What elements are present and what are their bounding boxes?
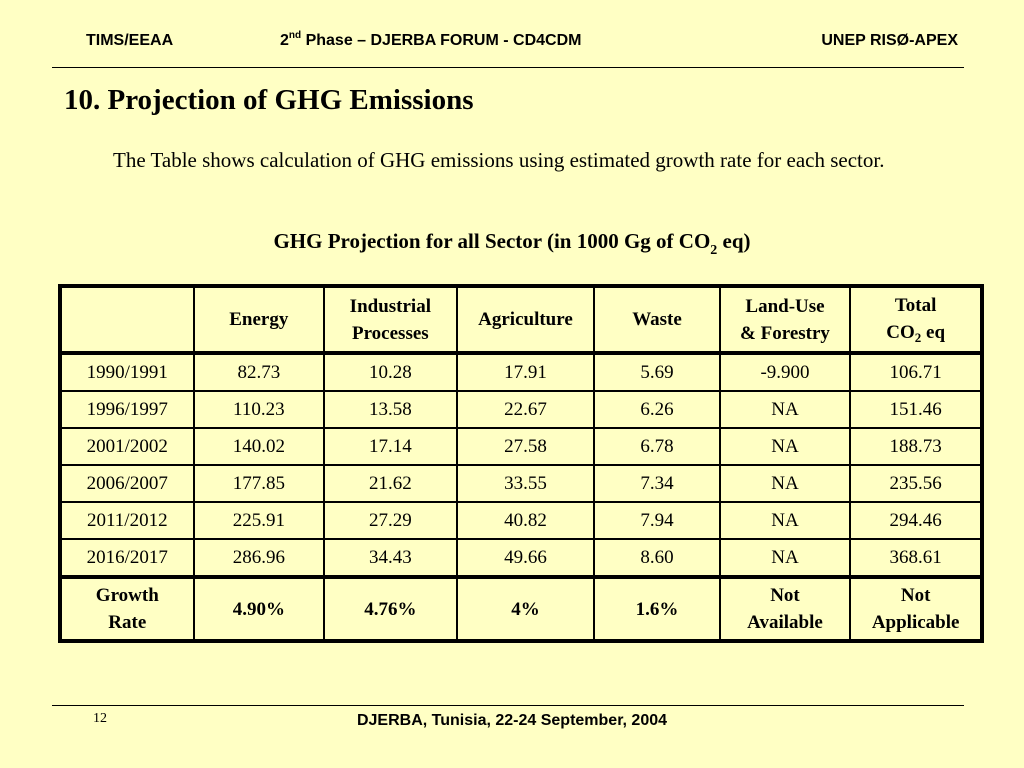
cell-land-use: NA bbox=[719, 391, 851, 428]
table-caption: GHG Projection for all Sector (in 1000 G… bbox=[0, 229, 1024, 258]
growth-rate-row: Growth Rate 4.90% 4.76% 4% 1.6% Not Availa… bbox=[61, 576, 981, 640]
cell-total: 294.46 bbox=[850, 502, 981, 539]
cell-waste: 7.94 bbox=[594, 502, 720, 539]
cell-period: 2016/2017 bbox=[61, 539, 194, 576]
cell-total: 151.46 bbox=[850, 391, 981, 428]
caption-end: eq) bbox=[717, 229, 751, 253]
growth-label: Growth Rate bbox=[61, 576, 194, 640]
growth-land-use: Not Available bbox=[719, 576, 851, 640]
cell-total: 368.61 bbox=[850, 539, 981, 576]
growth-waste: 1.6% bbox=[594, 576, 720, 640]
cell-period: 2001/2002 bbox=[61, 428, 194, 465]
cell-energy: 225.91 bbox=[193, 502, 325, 539]
header-cell-waste: Waste bbox=[594, 287, 720, 354]
cell-agriculture: 49.66 bbox=[456, 539, 595, 576]
header-cell-industrial: Industrial Processes bbox=[324, 287, 457, 354]
cell-industrial: 13.58 bbox=[324, 391, 457, 428]
cell-waste: 7.34 bbox=[594, 465, 720, 502]
cell-waste: 6.26 bbox=[594, 391, 720, 428]
header-cell-total: Total CO2 eq bbox=[850, 287, 981, 354]
slide-header: TIMS/EEAA 2nd Phase – DJERBA FORUM - CD4… bbox=[0, 30, 1024, 56]
page-number: 12 bbox=[93, 711, 107, 726]
table-row: 1996/1997 110.23 13.58 22.67 6.26 NA 151… bbox=[61, 391, 981, 428]
cell-total: 235.56 bbox=[850, 465, 981, 502]
caption-main: GHG Projection for all Sector (in 1000 G… bbox=[273, 229, 711, 253]
header-phase-ordinal: nd bbox=[288, 30, 302, 41]
cell-period: 2006/2007 bbox=[61, 465, 194, 502]
cell-energy: 140.02 bbox=[193, 428, 325, 465]
header-cell-land-use: Land-Use & Forestry bbox=[719, 287, 851, 354]
table-row: 2006/2007 177.85 21.62 33.55 7.34 NA 235… bbox=[61, 465, 981, 502]
header-center-text: Phase – DJERBA FORUM - CD4CDM bbox=[301, 32, 582, 49]
slide-title: 10. Projection of GHG Emissions bbox=[64, 84, 474, 116]
header-center-title: 2nd Phase – DJERBA FORUM - CD4CDM bbox=[280, 30, 582, 50]
growth-total: Not Applicable bbox=[850, 576, 981, 640]
cell-land-use: NA bbox=[719, 428, 851, 465]
header-divider bbox=[52, 67, 964, 68]
cell-land-use: NA bbox=[719, 502, 851, 539]
cell-waste: 8.60 bbox=[594, 539, 720, 576]
cell-waste: 6.78 bbox=[594, 428, 720, 465]
footer-text: DJERBA, Tunisia, 22-24 September, 2004 bbox=[356, 712, 668, 729]
table-row: 1990/1991 82.73 10.28 17.91 5.69 -9.900 … bbox=[61, 354, 981, 391]
growth-industrial: 4.76% bbox=[324, 576, 457, 640]
header-cell-agriculture: Agriculture bbox=[456, 287, 595, 354]
table-row: 2011/2012 225.91 27.29 40.82 7.94 NA 294… bbox=[61, 502, 981, 539]
cell-agriculture: 40.82 bbox=[456, 502, 595, 539]
ghg-projection-table: Energy Industrial Processes Agriculture W… bbox=[58, 284, 984, 643]
cell-period: 2011/2012 bbox=[61, 502, 194, 539]
cell-energy: 82.73 bbox=[193, 354, 325, 391]
header-left-org: TIMS/EEAA bbox=[86, 32, 174, 49]
footer-divider bbox=[52, 705, 964, 706]
cell-industrial: 10.28 bbox=[324, 354, 457, 391]
cell-energy: 286.96 bbox=[193, 539, 325, 576]
cell-total: 188.73 bbox=[850, 428, 981, 465]
table-row: 2016/2017 286.96 34.43 49.66 8.60 NA 368… bbox=[61, 539, 981, 576]
cell-agriculture: 33.55 bbox=[456, 465, 595, 502]
growth-energy: 4.90% bbox=[193, 576, 325, 640]
growth-agriculture: 4% bbox=[456, 576, 595, 640]
cell-agriculture: 17.91 bbox=[456, 354, 595, 391]
cell-waste: 5.69 bbox=[594, 354, 720, 391]
intro-paragraph: The Table shows calculation of GHG emiss… bbox=[113, 148, 885, 172]
table-header-row: Energy Industrial Processes Agriculture W… bbox=[61, 287, 981, 354]
cell-land-use: NA bbox=[719, 465, 851, 502]
cell-period: 1996/1997 bbox=[61, 391, 194, 428]
table-row: 2001/2002 140.02 17.14 27.58 6.78 NA 188… bbox=[61, 428, 981, 465]
cell-land-use: -9.900 bbox=[719, 354, 851, 391]
caption-subscript: 2 bbox=[710, 243, 718, 258]
cell-industrial: 34.43 bbox=[324, 539, 457, 576]
cell-industrial: 21.62 bbox=[324, 465, 457, 502]
header-cell-blank bbox=[61, 287, 194, 354]
header-phase-number: 2 bbox=[280, 32, 289, 49]
cell-industrial: 17.14 bbox=[324, 428, 457, 465]
cell-total: 106.71 bbox=[850, 354, 981, 391]
cell-energy: 110.23 bbox=[193, 391, 325, 428]
header-right-org: UNEP RISØ-APEX bbox=[821, 32, 958, 49]
cell-agriculture: 27.58 bbox=[456, 428, 595, 465]
cell-industrial: 27.29 bbox=[324, 502, 457, 539]
header-cell-energy: Energy bbox=[193, 287, 325, 354]
cell-period: 1990/1991 bbox=[61, 354, 194, 391]
cell-land-use: NA bbox=[719, 539, 851, 576]
cell-agriculture: 22.67 bbox=[456, 391, 595, 428]
cell-energy: 177.85 bbox=[193, 465, 325, 502]
